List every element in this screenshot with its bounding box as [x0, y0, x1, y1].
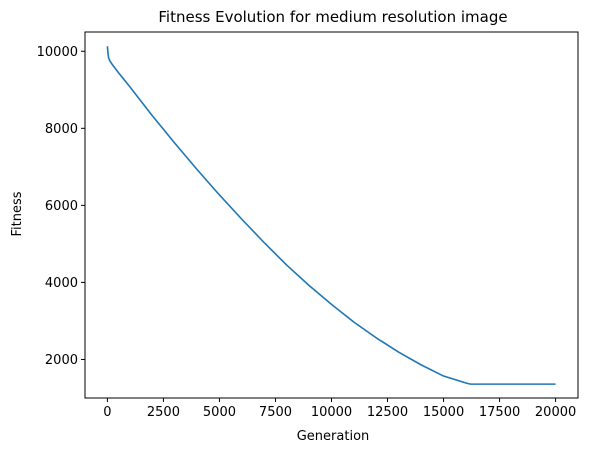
y-tick-label: 4000 — [45, 276, 78, 291]
x-axis-ticks: 0 2500 5000 7500 10000 12500 15000 17500 20000 — [103, 398, 576, 420]
x-tick-label: 10000 — [311, 405, 352, 420]
x-tick-label: 0 — [103, 405, 111, 420]
x-axis-label: Generation — [297, 429, 370, 444]
axes-frame — [84, 31, 579, 399]
y-axis-ticks: 2000 4000 6000 8000 10000 — [37, 45, 85, 368]
y-tick-label: 6000 — [45, 199, 78, 214]
x-tick-label: 17500 — [479, 405, 520, 420]
x-tick-label: 2500 — [147, 405, 180, 420]
series-line-0 — [106, 46, 556, 385]
y-tick-label: 8000 — [45, 122, 78, 137]
x-tick-label: 20000 — [535, 405, 576, 420]
x-tick-label: 12500 — [367, 405, 408, 420]
x-tick-label: 7500 — [259, 405, 292, 420]
x-tick-label: 15000 — [423, 405, 464, 420]
y-tick-label: 2000 — [45, 353, 78, 368]
x-tick-label: 5000 — [203, 405, 236, 420]
y-axis-label: Fitness — [10, 191, 25, 236]
chart-title: Fitness Evolution for medium resolution … — [158, 8, 507, 26]
y-tick-label: 10000 — [37, 45, 78, 60]
plot-area — [106, 46, 556, 385]
